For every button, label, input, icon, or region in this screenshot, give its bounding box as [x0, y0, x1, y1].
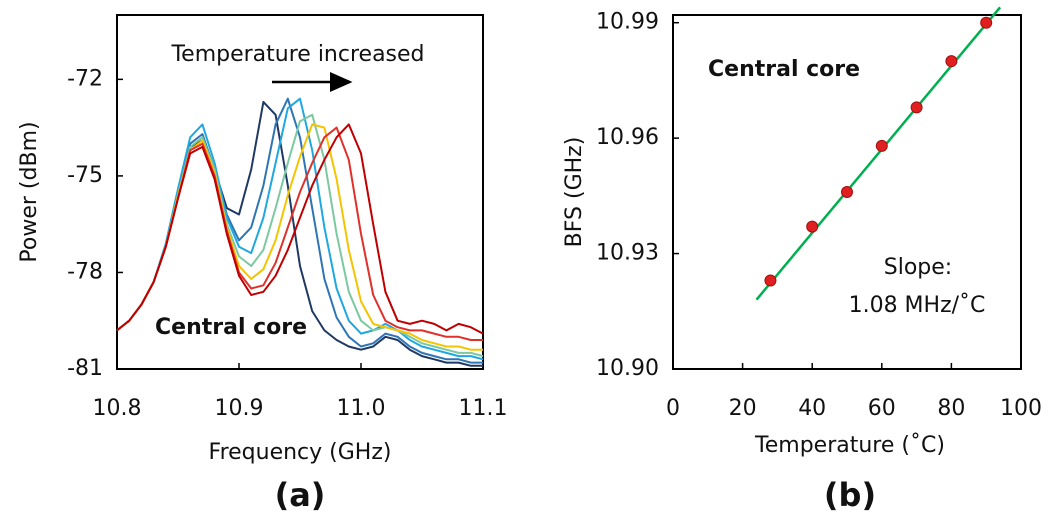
x-axis-label: Temperature (˚C) [754, 433, 945, 458]
data-point [806, 220, 819, 233]
y-tick-label: 10.99 [596, 10, 659, 35]
y-tick-label: -81 [67, 356, 103, 381]
y-tick-label: 10.96 [596, 125, 659, 150]
spectrum-line [116, 97, 484, 361]
panel-label: (a) [275, 476, 326, 514]
data-point [764, 274, 777, 287]
annotation: Temperature increased [170, 42, 424, 67]
annotation: Slope: [884, 255, 952, 280]
x-tick-label: 11.1 [459, 396, 508, 421]
x-tick-label: 11.0 [337, 396, 386, 421]
y-axis-label: BFS (GHz) [562, 137, 587, 248]
y-tick-label: -78 [67, 259, 103, 284]
x-tick-label: 20 [729, 396, 757, 421]
x-tick-label: 10.8 [93, 396, 142, 421]
data-point [841, 186, 853, 198]
x-tick-label: 0 [666, 396, 680, 421]
x-tick-label: 40 [798, 396, 826, 421]
y-tick-label: 10.93 [596, 241, 659, 266]
y-tick-label: -72 [67, 66, 103, 91]
plot-frame [672, 14, 1022, 370]
x-tick-label: 10.9 [215, 396, 264, 421]
data-point [875, 139, 888, 152]
spectrum-line [116, 123, 484, 335]
fit-line [755, 6, 1002, 301]
y-tick-label: -75 [67, 163, 103, 188]
data-point [945, 55, 958, 68]
plot-frame [116, 14, 484, 370]
y-axis-label: Power (dBm) [17, 121, 42, 262]
x-tick-label: 80 [937, 396, 965, 421]
y-tick-label: 10.90 [596, 356, 659, 381]
data-point [910, 101, 923, 114]
annotation: Central core [708, 57, 860, 82]
panel-label: (b) [824, 476, 876, 514]
x-tick-label: 60 [868, 396, 896, 421]
x-axis-label: Frequency (GHz) [209, 440, 392, 465]
annotation: 1.08 MHz/˚C [849, 293, 986, 318]
data-point [980, 16, 993, 29]
annotation: Central core [155, 315, 307, 340]
x-tick-label: 100 [1000, 396, 1042, 421]
